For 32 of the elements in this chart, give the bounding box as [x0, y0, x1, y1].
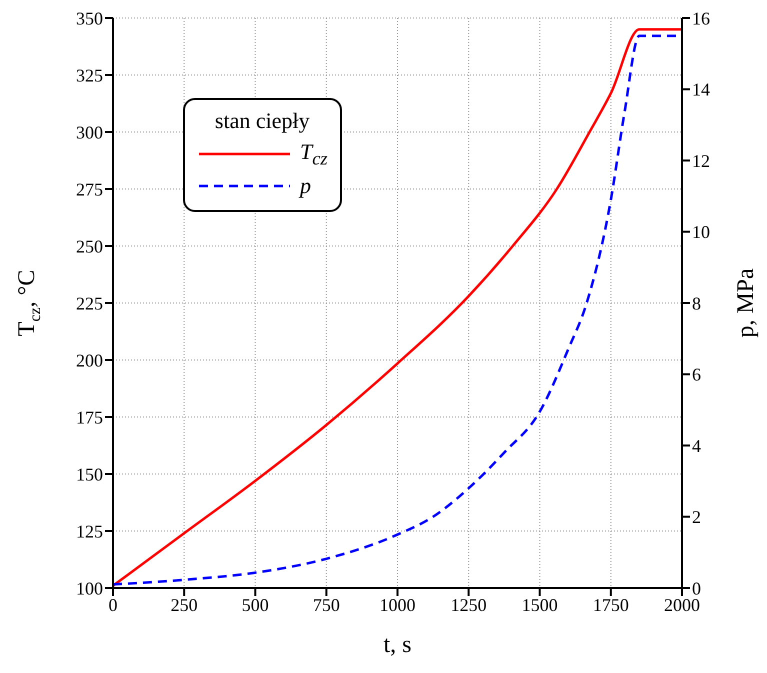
x-tick-label: 500	[242, 594, 269, 615]
y-tick-label: 175	[76, 407, 103, 428]
x-tick-label: 1500	[522, 594, 558, 615]
y-tick-label: 100	[76, 578, 103, 598]
x-tick-label: 750	[312, 594, 340, 615]
y-tick-label: 350	[76, 8, 103, 28]
y-tick-label: 200	[76, 350, 103, 370]
y-tick-label: 150	[76, 464, 103, 484]
x-tick-label: 0	[108, 594, 118, 615]
y-tick-label: 225	[76, 293, 103, 314]
y2-tick-label: 8	[692, 293, 701, 314]
legend-label: T$_{cz}$	[300, 138, 328, 170]
y2-axis-title: p, MPa	[732, 268, 759, 338]
y-tick-label: 300	[76, 122, 103, 142]
y2-tick-label: 6	[692, 364, 701, 385]
legend-label: p	[300, 173, 311, 199]
x-tick-label: 250	[170, 594, 198, 615]
legend-title: stan ciepły	[214, 108, 311, 134]
y2-tick-label: 10	[692, 222, 710, 242]
y2-tick-label: 14	[692, 80, 710, 100]
y-tick-label: 275	[76, 179, 103, 200]
y2-tick-label: 4	[692, 436, 701, 456]
y-tick-label: 250	[76, 236, 103, 256]
y2-tick-label: 12	[692, 150, 710, 171]
x-tick-label: 1250	[450, 594, 487, 615]
x-tick-label: 1000	[380, 594, 416, 615]
y-tick-label: 125	[76, 521, 103, 542]
x-axis-title: t, s	[383, 632, 412, 658]
y2-tick-label: 16	[692, 8, 710, 28]
y2-tick-label: 2	[692, 507, 701, 528]
y-tick-label: 325	[76, 65, 103, 86]
x-tick-label: 1750	[592, 594, 629, 615]
